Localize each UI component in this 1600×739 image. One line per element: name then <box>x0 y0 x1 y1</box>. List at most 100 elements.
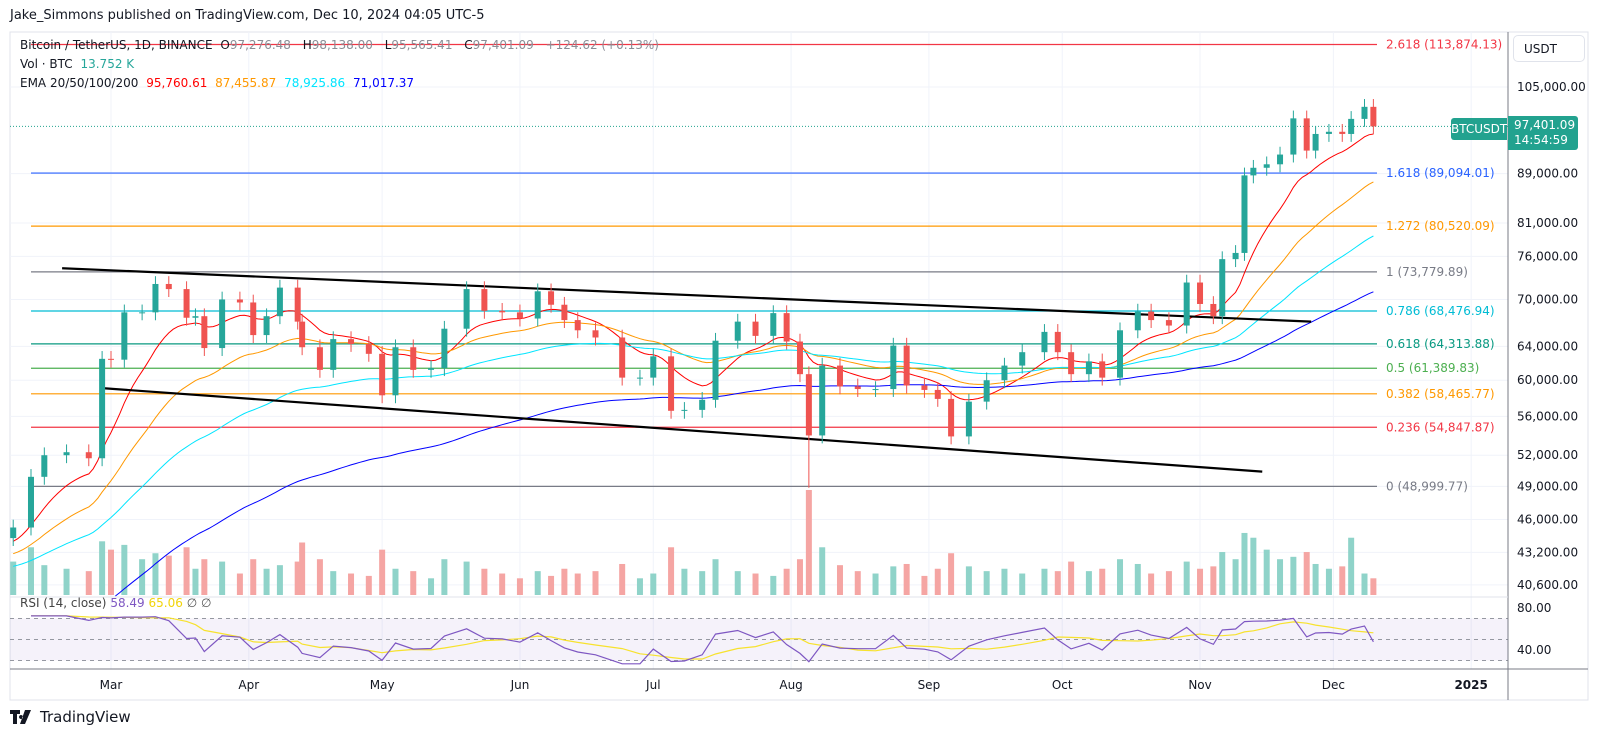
volume-bar <box>250 559 257 595</box>
candle-body <box>294 287 301 322</box>
candle-body <box>965 401 972 437</box>
candle-body <box>561 304 568 321</box>
ema200-line <box>115 291 1374 597</box>
volume-bar <box>410 571 417 595</box>
candle-body <box>1085 361 1092 375</box>
volume-label[interactable]: Vol · BTC <box>20 57 73 71</box>
volume-bar <box>548 575 555 595</box>
candle-body <box>1250 167 1257 176</box>
candle-body <box>983 380 990 402</box>
candle-body <box>872 389 879 391</box>
candle-body <box>250 302 257 336</box>
last-price: 97,401.09 <box>1514 118 1576 132</box>
fib-label: 0.236 (54,847.87) <box>1386 420 1495 434</box>
candle-body <box>1165 320 1172 326</box>
fib-label: 0.786 (68,476.94) <box>1386 304 1495 318</box>
candle-body <box>1210 303 1217 317</box>
trendlines[interactable] <box>62 267 1312 473</box>
volume-bar <box>516 578 523 595</box>
volume-bar <box>316 559 323 595</box>
candle-body <box>854 386 861 390</box>
volume-bar <box>796 559 803 595</box>
currency-button[interactable]: USDT <box>1513 35 1585 62</box>
volume-bar <box>983 571 990 595</box>
volume-bar <box>428 578 435 595</box>
price-tick-label: 60,000.00 <box>1517 373 1578 387</box>
candle-body <box>921 385 928 390</box>
candle-body <box>548 291 555 305</box>
open-value: 97,276.48 <box>229 38 291 52</box>
ema-label[interactable]: EMA 20/50/100/200 <box>20 76 139 90</box>
rsi-legend: RSI (14, close) 58.49 65.06 ∅ ∅ <box>20 596 211 610</box>
fib-label: 1.272 (80,520.09) <box>1386 219 1495 233</box>
candle-body <box>1197 282 1204 304</box>
candle-body <box>1303 118 1310 151</box>
candle-body <box>903 345 910 386</box>
time-tick-label: Sep <box>918 678 941 692</box>
candle-body <box>1148 311 1155 321</box>
volume-bar <box>192 568 199 595</box>
candle-body <box>10 527 17 539</box>
candle-body <box>819 365 826 436</box>
candle-body <box>365 343 372 354</box>
volume-bar <box>294 561 301 595</box>
volume-bar <box>27 547 34 595</box>
tradingview-logo[interactable]: TradingView <box>10 708 131 726</box>
time-tick-label: Oct <box>1052 678 1073 692</box>
candle-body <box>330 339 337 370</box>
volume-bar <box>379 549 386 595</box>
volume-bar <box>1165 571 1172 595</box>
volume-bar <box>63 568 70 595</box>
candle-body <box>1232 252 1239 260</box>
volume-bar <box>85 571 92 595</box>
candle-body <box>236 299 243 303</box>
volume-bar <box>1148 573 1155 595</box>
volume-bar <box>965 566 972 595</box>
volume-bar <box>668 547 675 595</box>
volume-bar <box>330 571 337 595</box>
time-tick-label: Jun <box>510 678 530 692</box>
rsi-value: 58.49 <box>110 596 145 610</box>
price-tick-label: 81,000.00 <box>1517 216 1578 230</box>
volume-bar <box>219 561 226 595</box>
volume-bar <box>1001 568 1008 595</box>
volume-bar <box>592 571 599 595</box>
candle-body <box>1068 352 1075 375</box>
candle-body <box>668 356 675 411</box>
volume-bar <box>183 547 190 595</box>
price-tick-label: 43,200.00 <box>1517 545 1578 559</box>
volume-bar <box>561 568 568 595</box>
volume-bar <box>1085 571 1092 595</box>
candle-body <box>1241 175 1248 253</box>
time-tick-label: May <box>370 678 395 692</box>
candle-body <box>410 347 417 370</box>
volume-bar <box>1277 559 1284 595</box>
fib-label: 0 (48,999.77) <box>1386 479 1468 493</box>
candle-body <box>1183 282 1190 326</box>
volume-bar <box>165 555 172 595</box>
ema200-value: 71,017.37 <box>352 76 415 90</box>
candle-body <box>441 328 448 369</box>
rsi-tick-label: 40.00 <box>1517 643 1551 657</box>
candle-body <box>1099 361 1106 378</box>
volume-bar <box>650 573 657 595</box>
bar-countdown: 14:54:59 <box>1514 133 1568 147</box>
volume-bar <box>836 565 843 595</box>
time-tick-label: Nov <box>1188 678 1211 692</box>
price-tick-label: 64,000.00 <box>1517 339 1578 353</box>
volume-bar <box>890 566 897 595</box>
candle-body <box>650 356 657 378</box>
high-value: 98,138.00 <box>311 38 373 52</box>
candle-body <box>574 320 581 331</box>
rsi-label[interactable]: RSI (14, close) <box>20 596 107 610</box>
symbol-name[interactable]: Bitcoin / TetherUS, 1D, BINANCE <box>20 38 213 52</box>
volume-bar <box>1041 568 1048 595</box>
volume-bar <box>299 542 306 595</box>
volume-bar <box>1117 559 1124 595</box>
volume-bar <box>1054 571 1061 595</box>
candle-body <box>183 289 190 318</box>
axes: 105,000.00 89,000.00 81,000.00 76,000.00 70,… <box>100 80 1586 692</box>
close-value: 97,401.09 <box>472 38 534 52</box>
fib-label: 0.382 (58,465.77) <box>1386 387 1495 401</box>
